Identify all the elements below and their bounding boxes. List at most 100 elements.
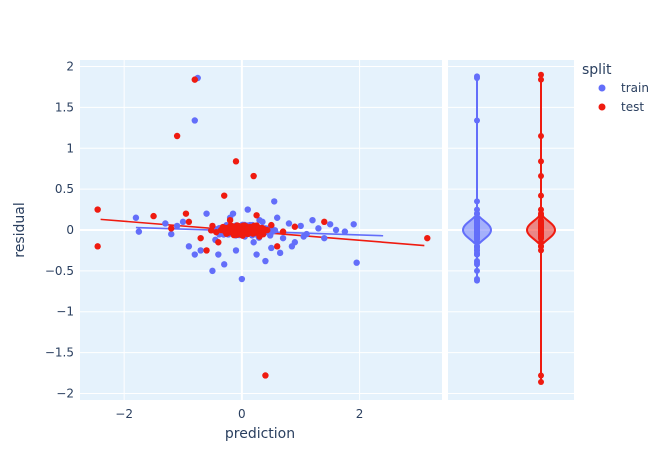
scatter-point-train <box>332 226 340 234</box>
y-axis-title: residual <box>12 202 28 257</box>
scatter-point-train <box>232 247 240 254</box>
violin-point-test <box>538 76 544 83</box>
scatter-point-test <box>321 218 328 226</box>
violin-point-test <box>538 192 544 199</box>
x-tick-labels: −2 0 2 <box>115 407 363 421</box>
violin-point-train <box>474 73 480 80</box>
scatter-point-test <box>197 234 204 242</box>
scatter-point-test <box>173 132 181 140</box>
scatter-point-test <box>94 206 101 213</box>
scatter-point-test <box>222 226 230 234</box>
scatter-point-test <box>255 224 262 232</box>
scatter-point-train <box>191 117 198 124</box>
scatter-point-train <box>185 243 193 250</box>
scatter-point-test <box>168 225 175 232</box>
scatter-point-train <box>173 222 181 230</box>
scatter-point-test <box>291 223 299 230</box>
x-tick-label: 0 <box>238 407 246 421</box>
scatter-point-test <box>256 233 263 240</box>
scatter-point-test <box>424 234 431 242</box>
scatter-point-train <box>279 234 287 242</box>
legend-item-test[interactable]: test <box>598 100 645 114</box>
scatter-point-train <box>215 251 222 258</box>
scatter-point-train <box>244 206 251 213</box>
scatter-point-test <box>273 243 281 250</box>
legend-label-train: train <box>621 81 649 95</box>
x-tick-label: −2 <box>115 407 133 421</box>
y-tick-label: −0.5 <box>45 264 74 278</box>
violin-point-train <box>474 267 480 274</box>
scatter-point-train <box>250 239 257 246</box>
scatter-point-test <box>221 192 228 199</box>
scatter-point-train <box>259 218 266 226</box>
scatter-point-train <box>168 230 175 238</box>
scatter-point-train <box>288 243 296 250</box>
scatter-point-train <box>341 228 349 235</box>
scatter-point-test <box>209 222 216 230</box>
violin-point-train <box>474 277 480 284</box>
scatter-points <box>94 74 431 379</box>
violin-marginals <box>461 71 557 386</box>
legend-marker-train <box>598 84 606 92</box>
scatter-point-test <box>244 225 251 232</box>
y-tick-label: 1 <box>66 141 74 155</box>
scatter-point-train <box>132 214 140 221</box>
scatter-point-train <box>268 244 275 252</box>
violin-point-train <box>474 243 480 250</box>
legend: split train test <box>582 62 649 114</box>
y-tick-label: 0.5 <box>55 182 74 196</box>
scatter-point-test <box>250 172 257 180</box>
scatter-point-train <box>253 251 260 258</box>
violin-point-train <box>474 226 480 233</box>
scatter-point-test <box>262 372 269 379</box>
scatter-point-train <box>197 247 204 254</box>
y-tick-label: −2 <box>56 386 74 400</box>
scatter-point-train <box>203 210 210 217</box>
violin-point-test <box>538 220 544 227</box>
scatter-point-train <box>273 214 281 221</box>
scatter-point-test <box>268 221 275 229</box>
scatter-point-train <box>179 218 187 226</box>
scatter-point-test <box>226 216 234 224</box>
y-tick-label: −1.5 <box>45 346 74 360</box>
scatter-point-test <box>228 225 235 232</box>
scatter-point-test <box>253 212 260 219</box>
violin-point-test <box>538 243 544 250</box>
scatter-point-test <box>185 218 193 226</box>
legend-title: split <box>582 62 612 78</box>
violin-point-test <box>538 133 544 140</box>
violin-point-test <box>538 372 544 379</box>
scatter-point-test <box>203 247 210 254</box>
scatter-point-test <box>232 158 240 165</box>
y-tick-label: 0 <box>66 223 74 237</box>
scatter-point-train <box>350 221 357 228</box>
scatter-point-test <box>182 210 190 217</box>
scatter-point-train <box>238 275 246 283</box>
scatter-point-test <box>191 76 198 83</box>
y-tick-label: 1.5 <box>55 100 74 114</box>
scatter-point-test <box>279 228 287 235</box>
scatter-point-train <box>300 233 307 240</box>
violin-point-train <box>474 198 480 205</box>
scatter-point-train <box>353 259 360 266</box>
scatter-point-train <box>209 267 216 275</box>
scatter-point-train <box>297 222 304 230</box>
legend-item-train[interactable]: train <box>598 81 649 95</box>
violin-point-test <box>538 71 544 78</box>
violin-point-test <box>538 227 544 234</box>
scatter-point-train <box>135 228 143 235</box>
violin-point-test <box>538 212 544 219</box>
x-tick-label: 2 <box>356 407 364 421</box>
violin-point-train <box>474 221 480 228</box>
violin-point-train <box>474 117 480 124</box>
violin-point-test <box>538 233 544 240</box>
y-tick-label: 2 <box>66 60 74 74</box>
violin-point-train <box>474 259 480 266</box>
scatter-point-train <box>229 210 237 217</box>
y-tick-labels: −2 −1.5 −1 −0.5 0 0.5 1 1.5 2 <box>45 60 74 401</box>
scatter-point-train <box>309 216 316 224</box>
scatter-point-test <box>215 239 222 246</box>
scatter-point-train <box>315 225 322 232</box>
scatter-point-test <box>150 212 157 220</box>
